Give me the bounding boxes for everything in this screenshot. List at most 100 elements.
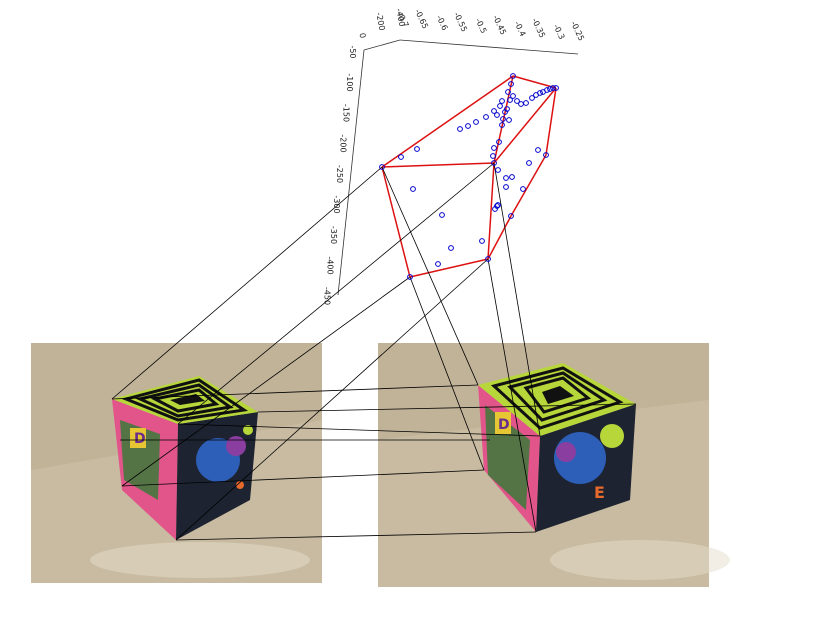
point-marker — [520, 186, 526, 192]
x-tick-label: -0.4 — [513, 20, 528, 38]
point-marker — [494, 112, 500, 118]
point-marker — [510, 73, 516, 79]
z-tick-label: -450 — [322, 287, 331, 305]
photo-left: D — [31, 343, 322, 583]
y-axis-line — [363, 39, 401, 51]
correspondence-line — [409, 276, 485, 471]
hull-edge — [487, 162, 495, 260]
point-cloud — [379, 73, 559, 280]
point-marker — [457, 126, 463, 132]
point-marker — [550, 85, 556, 91]
point-marker — [495, 167, 501, 173]
point-marker — [499, 98, 505, 104]
point-marker — [492, 206, 498, 212]
plot-axes — [337, 39, 579, 296]
x-tick-label: -0.3 — [552, 23, 567, 41]
x-tick-label: -0.25 — [569, 20, 586, 43]
correspondence-line — [111, 384, 479, 400]
svg-text:D: D — [498, 417, 510, 433]
hull-edge — [512, 75, 557, 89]
point-marker — [509, 174, 515, 180]
correspondence-line — [381, 166, 479, 386]
point-marker — [497, 103, 503, 109]
point-marker — [508, 213, 514, 219]
point-marker — [526, 160, 532, 166]
point-marker — [483, 114, 489, 120]
x-axis-ticks: -0.7 -0.65 -0.6 -0.55 -0.5 -0.45 -0.4 -0.35 -0.3… — [396, 8, 586, 43]
point-marker — [491, 145, 497, 151]
z-tick-label: -300 — [332, 195, 341, 213]
point-marker — [448, 245, 454, 251]
correspondence-line — [175, 258, 489, 541]
point-marker — [535, 147, 541, 153]
point-marker — [439, 212, 445, 218]
point-marker — [508, 81, 514, 87]
point-marker — [435, 261, 441, 267]
point-marker — [500, 116, 506, 122]
point-marker — [553, 85, 559, 91]
point-marker — [507, 97, 513, 103]
point-marker — [505, 89, 511, 95]
z-axis-ticks: -50 -100 -150 -200 -250 -300 -350 -400 -450 — [322, 45, 357, 305]
point-marker — [479, 238, 485, 244]
z-tick-label: -200 — [338, 134, 347, 152]
convex-hull — [381, 75, 557, 278]
z-tick-label: -50 — [348, 45, 357, 58]
point-marker — [491, 108, 497, 114]
z-tick-label: -250 — [335, 165, 344, 183]
point-marker — [529, 95, 535, 101]
correspondence-line — [121, 469, 485, 487]
point-marker — [495, 202, 501, 208]
point-marker — [537, 90, 543, 96]
z-tick-label: -100 — [345, 73, 354, 91]
point-marker — [465, 123, 471, 129]
y-tick-label: 0 — [358, 32, 368, 39]
point-marker — [544, 87, 550, 93]
point-marker — [490, 153, 496, 159]
hull-edge — [487, 215, 512, 260]
point-marker — [410, 186, 416, 192]
point-marker — [398, 154, 404, 160]
correspondence-line — [177, 162, 495, 425]
z-tick-label: -350 — [329, 226, 338, 244]
point-marker — [485, 256, 491, 262]
hull-edge — [510, 154, 547, 217]
x-tick-label: -0.5 — [474, 17, 489, 35]
point-marker — [407, 274, 413, 280]
point-marker — [514, 98, 520, 104]
point-marker — [414, 146, 420, 152]
hull-edge — [381, 75, 514, 168]
point-marker — [491, 160, 497, 166]
correspondence-line — [487, 258, 537, 533]
correspondence-line — [121, 276, 411, 487]
point-marker — [499, 122, 505, 128]
point-marker — [379, 164, 385, 170]
point-marker — [547, 86, 553, 92]
svg-text:E: E — [594, 483, 605, 502]
x-axis-line — [399, 39, 579, 55]
y-tick-label: -200 — [374, 12, 386, 31]
hull-edge — [493, 87, 557, 164]
x-tick-label: -0.6 — [435, 14, 450, 32]
hull-edge — [381, 166, 411, 278]
point-marker — [543, 152, 549, 158]
point-marker — [503, 175, 509, 181]
point-marker — [503, 184, 509, 190]
correspondence-line — [177, 423, 541, 437]
svg-text:D: D — [134, 431, 146, 447]
x-tick-label: -0.45 — [491, 14, 508, 37]
z-tick-label: -150 — [342, 104, 351, 122]
z-tick-label: -400 — [326, 256, 335, 274]
point-marker — [506, 117, 512, 123]
z-axis-line — [337, 49, 365, 296]
correspondence-line — [111, 166, 383, 400]
correspondence-line — [175, 531, 537, 541]
hull-edge — [381, 162, 495, 168]
x-tick-label: -0.65 — [413, 8, 430, 31]
x-tick-label: -0.35 — [530, 17, 547, 40]
correspondence-line — [257, 403, 637, 413]
point-marker — [473, 119, 479, 125]
point-marker — [504, 106, 510, 112]
correspondence-lines — [111, 162, 637, 541]
